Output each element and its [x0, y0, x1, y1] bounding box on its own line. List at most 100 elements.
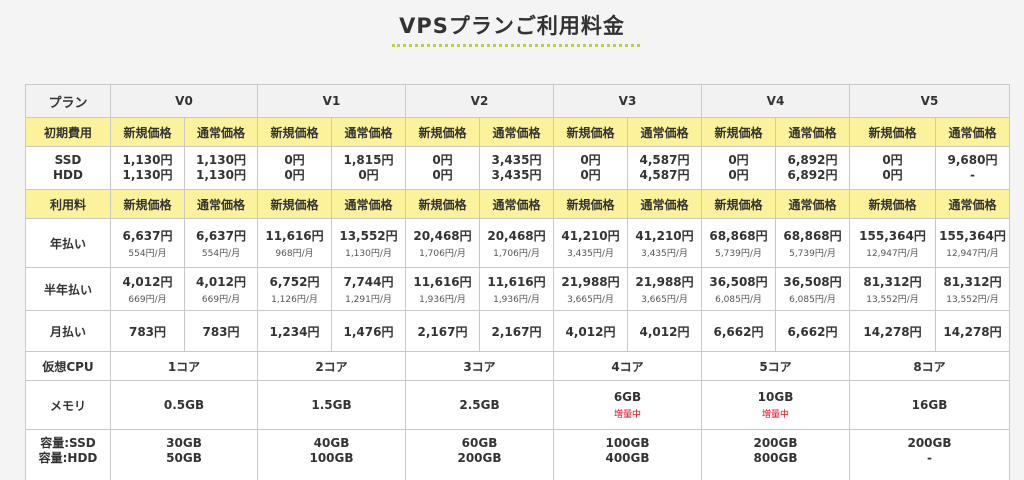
- monthly-equivalent: 13,552円/月: [850, 292, 935, 305]
- price-value: 4,012円: [640, 325, 690, 339]
- col-new-label: 新規価格: [850, 118, 936, 147]
- monthly-equivalent: 1,706円/月: [480, 246, 553, 259]
- price-value: 20,468円: [413, 229, 471, 243]
- hdd-value: 3,435円: [480, 168, 553, 183]
- hdd-label: HDD: [26, 168, 110, 183]
- ssd-value: 6,892円: [776, 153, 849, 168]
- col-new-label: 新規価格: [702, 190, 776, 219]
- monthly-equivalent: 6,085円/月: [702, 292, 775, 305]
- storage-ssd-value: 40GB: [258, 436, 405, 451]
- storage-value: 200GB-: [850, 430, 1010, 480]
- memory-amount: 1.5GB: [311, 398, 351, 412]
- price-value: 2,167円: [492, 325, 542, 339]
- col-regular-label: 通常価格: [332, 190, 406, 219]
- col-new-label: 新規価格: [258, 118, 332, 147]
- ssd-value: 1,130円: [185, 153, 257, 168]
- col-regular-label: 通常価格: [480, 190, 554, 219]
- price-value: 6,637円: [123, 229, 173, 243]
- initial-regular-price: 9,680円-: [936, 147, 1010, 190]
- hdd-value: 0円: [554, 168, 627, 183]
- monthly-equivalent: 3,665円/月: [628, 292, 701, 305]
- price-value: 68,868円: [783, 229, 841, 243]
- monthly-equivalent: 1,706円/月: [406, 246, 479, 259]
- price-value: 6,662円: [714, 325, 764, 339]
- storage-hdd-value: 200GB: [406, 451, 553, 466]
- cpu-value: 3コア: [406, 352, 554, 381]
- usage-row-label: 月払い: [26, 311, 111, 352]
- memory-value: 0.5GB: [111, 381, 258, 430]
- price-value: 20,468円: [487, 229, 545, 243]
- plan-header-v3: V3: [554, 85, 702, 118]
- hdd-value: 0円: [850, 168, 935, 183]
- monthly-equivalent: 1,130円/月: [332, 246, 405, 259]
- storage-hdd-value: 400GB: [554, 451, 701, 466]
- usage-new-price: 4,012円: [554, 311, 628, 352]
- hdd-value: 0円: [702, 168, 775, 183]
- storage-ssd-label: 容量:SSD: [26, 436, 110, 451]
- col-regular-label: 通常価格: [185, 190, 258, 219]
- ssd-value: 0円: [850, 153, 935, 168]
- storage-ssd-value: 60GB: [406, 436, 553, 451]
- ssd-value: 0円: [702, 153, 775, 168]
- storage-ssd-value: 100GB: [554, 436, 701, 451]
- hdd-value: 1,130円: [185, 168, 257, 183]
- col-new-label: 新規価格: [850, 190, 936, 219]
- price-value: 14,278円: [863, 325, 921, 339]
- storage-ssd-value: 30GB: [111, 436, 257, 451]
- memory-value: 1.5GB: [258, 381, 406, 430]
- memory-value: 16GB: [850, 381, 1010, 430]
- col-regular-label: 通常価格: [936, 190, 1010, 219]
- col-new-label: 新規価格: [111, 118, 185, 147]
- usage-regular-price: 783円: [185, 311, 258, 352]
- monthly-equivalent: 968円/月: [258, 246, 331, 259]
- usage-new-price: 1,234円: [258, 311, 332, 352]
- increase-badge: 増量中: [554, 407, 701, 420]
- hdd-value: 0円: [258, 168, 331, 183]
- plan-header-v5: V5: [850, 85, 1010, 118]
- cpu-value: 2コア: [258, 352, 406, 381]
- hdd-value: 0円: [406, 168, 479, 183]
- col-new-label: 新規価格: [554, 190, 628, 219]
- price-value: 7,744円: [344, 275, 394, 289]
- monthly-equivalent: 13,552円/月: [936, 292, 1009, 305]
- price-value: 11,616円: [487, 275, 545, 289]
- col-regular-label: 通常価格: [480, 118, 554, 147]
- price-value: 11,616円: [413, 275, 471, 289]
- price-value: 4,012円: [566, 325, 616, 339]
- usage-regular-price: 6,662円: [776, 311, 850, 352]
- ssd-value: 1,815円: [332, 153, 405, 168]
- monthly-equivalent: 1,291円/月: [332, 292, 405, 305]
- memory-value: 2.5GB: [406, 381, 554, 430]
- monthly-equivalent: 3,435円/月: [628, 246, 701, 259]
- ssd-value: 4,587円: [628, 153, 701, 168]
- col-new-label: 新規価格: [111, 190, 185, 219]
- storage-hdd-value: -: [850, 451, 1009, 466]
